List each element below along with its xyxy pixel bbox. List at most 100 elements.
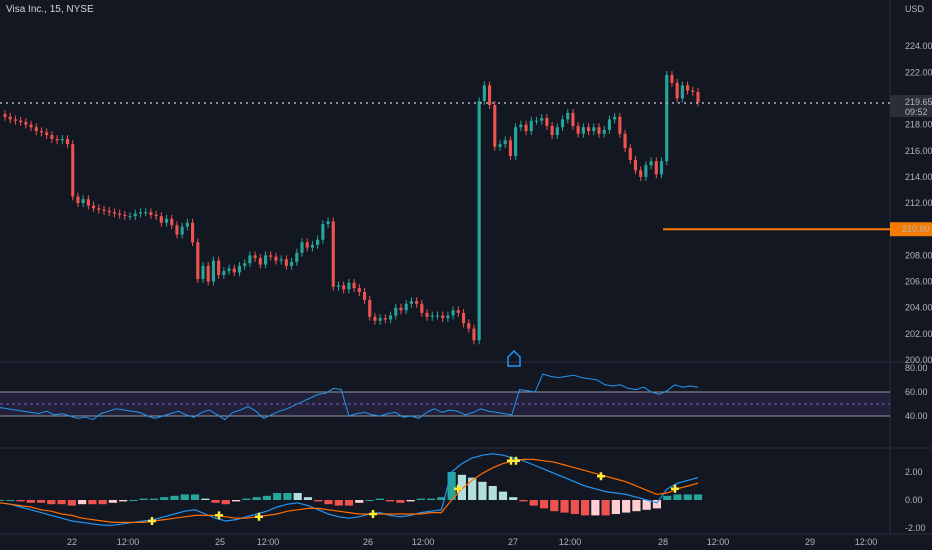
candle-body [3,114,7,117]
candle-body [81,199,85,204]
candle-body [76,196,80,204]
crossover-marker-icon [369,510,377,518]
macd-histogram-bar [88,500,97,505]
macd-histogram-bar [0,500,5,501]
candle-body [493,105,497,147]
candle-body [128,216,132,218]
macd-histogram-bar [303,497,313,500]
candle-body [258,258,262,265]
macd-histogram-bar [601,500,610,516]
candle-body [65,139,70,145]
rsi-tick-label: 60.00 [905,387,928,397]
candle-body [50,135,54,139]
crossover-marker-icon [597,472,605,481]
macd-histogram-bar [242,498,251,500]
candle-body [133,213,137,217]
candle-body [39,131,44,133]
price-tick-label: 200.00 [905,355,932,365]
candle-body [326,221,330,224]
crossover-marker-icon [454,484,462,493]
macd-histogram-bar [231,500,241,502]
macd-histogram-bar [416,498,425,500]
candle-body [243,263,247,266]
candle-body [253,255,257,258]
macd-histogram-bar [283,493,292,500]
macd-histogram-bar [550,500,559,512]
candle-body [680,85,684,99]
macd-histogram-bar [427,498,436,500]
crossover-marker-icon [512,456,520,465]
macd-histogram-bar [139,498,148,500]
candle-body [45,132,49,136]
time-axis-label: 29 [805,537,815,547]
candle-body [373,316,377,321]
candle-body [488,85,492,105]
candle-body [467,323,471,329]
candle-body [180,226,184,235]
time-axis-label: 25 [215,537,225,547]
candle-body [420,303,424,313]
macd-histogram-bar [539,500,549,509]
candle-body [347,282,351,290]
candle-body [691,90,695,92]
candle-body [123,214,127,217]
candle-body [597,127,601,134]
macd-histogram-bar [314,500,323,502]
macd-histogram-bar [611,500,620,514]
macd-histogram-bar [457,474,467,500]
candle-body [8,116,12,120]
price-tick-label: 224.00 [905,41,932,51]
candle-body [279,259,283,261]
crossover-marker-icon [215,511,223,520]
alert-badge [890,222,932,237]
rsi-tick-label: 80.00 [905,363,928,373]
candle-body [92,205,96,209]
time-axis-label: 12:00 [117,537,140,547]
macd-histogram-bar [221,500,230,505]
candle-body [316,239,320,245]
candle-body [55,139,59,141]
candle-body [211,260,215,282]
candle-body [191,222,195,243]
price-tick-label: 218.00 [905,120,932,130]
candle-body [435,315,440,317]
candle-body [441,315,445,319]
time-axis-label: 28 [658,537,668,547]
candle-body [477,101,481,341]
price-tick-label: 202.00 [905,329,932,339]
candle-body [284,259,288,266]
candle-body [581,127,585,134]
candle-body [362,292,367,300]
crossover-marker-icon [255,512,263,521]
candle-body [274,256,278,261]
macd-histogram-bar [580,500,590,516]
candle-body [550,125,554,136]
rsi-tick-label: 40.00 [905,411,928,421]
candle-body [613,116,617,120]
macd-histogram-bar [201,498,210,500]
macd-histogram-bar [560,500,569,513]
candles-group [3,71,700,345]
candle-body [300,242,304,253]
candle-body [446,315,450,319]
candle-body [29,124,33,128]
candle-body [545,118,549,126]
macd-histogram-bar [365,500,374,501]
candle-body [576,125,580,134]
signal-line [0,458,699,524]
macd-histogram-bar [78,500,87,505]
macd-tick-label: -2.00 [905,523,926,533]
macd-histogram-bar [36,500,46,503]
last-price-label: 219.65 [905,97,932,107]
candle-body [602,129,606,134]
candle-body [508,140,512,156]
candle-body [164,218,169,223]
candle-body [399,307,403,311]
macd-histogram-bar [334,500,343,506]
macd-histogram-bar [57,500,66,505]
candle-body [118,213,122,215]
candle-body [592,127,596,132]
candle-body [248,255,252,264]
price-tick-label: 216.00 [905,146,932,156]
